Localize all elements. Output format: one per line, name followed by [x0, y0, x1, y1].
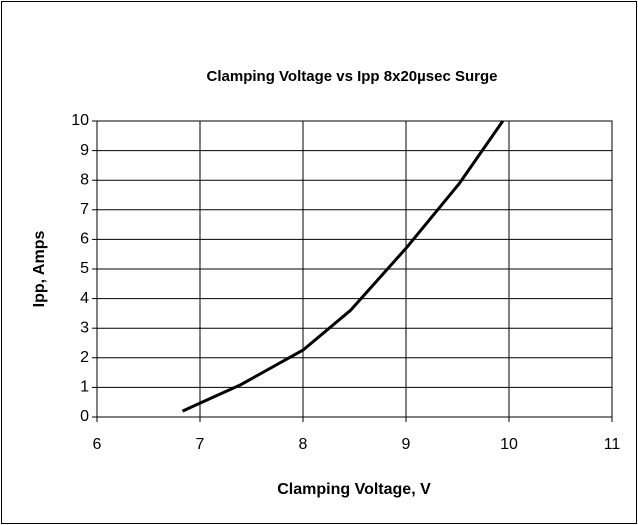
x-axis-title: Clamping Voltage, V [277, 481, 431, 498]
data-line [181, 120, 505, 413]
x-tick-label: 8 [299, 436, 308, 453]
y-tick-label: 2 [80, 349, 89, 366]
y-tick-label: 4 [80, 290, 89, 307]
x-tick-label: 9 [402, 436, 411, 453]
x-tick-label: 10 [500, 436, 518, 453]
y-tick-label: 7 [80, 201, 89, 218]
x-tick-label: 11 [604, 436, 621, 453]
chart-title: Clamping Voltage vs Ipp 8x20µsec Surge [207, 68, 498, 85]
y-tick-label: 3 [80, 319, 89, 336]
y-tick-label: 6 [80, 231, 89, 248]
y-tick-label: 0 [80, 408, 89, 425]
y-axis-title: Ipp, Amps [31, 231, 48, 308]
y-tick-label: 5 [80, 260, 89, 277]
y-tick-label: 8 [80, 171, 89, 188]
x-tick-label: 6 [93, 436, 102, 453]
plot-area [96, 120, 613, 418]
y-tick-label: 10 [71, 112, 89, 129]
y-tick-label: 9 [80, 142, 89, 159]
x-tick-label: 7 [196, 436, 205, 453]
y-tick-label: 1 [80, 379, 89, 396]
